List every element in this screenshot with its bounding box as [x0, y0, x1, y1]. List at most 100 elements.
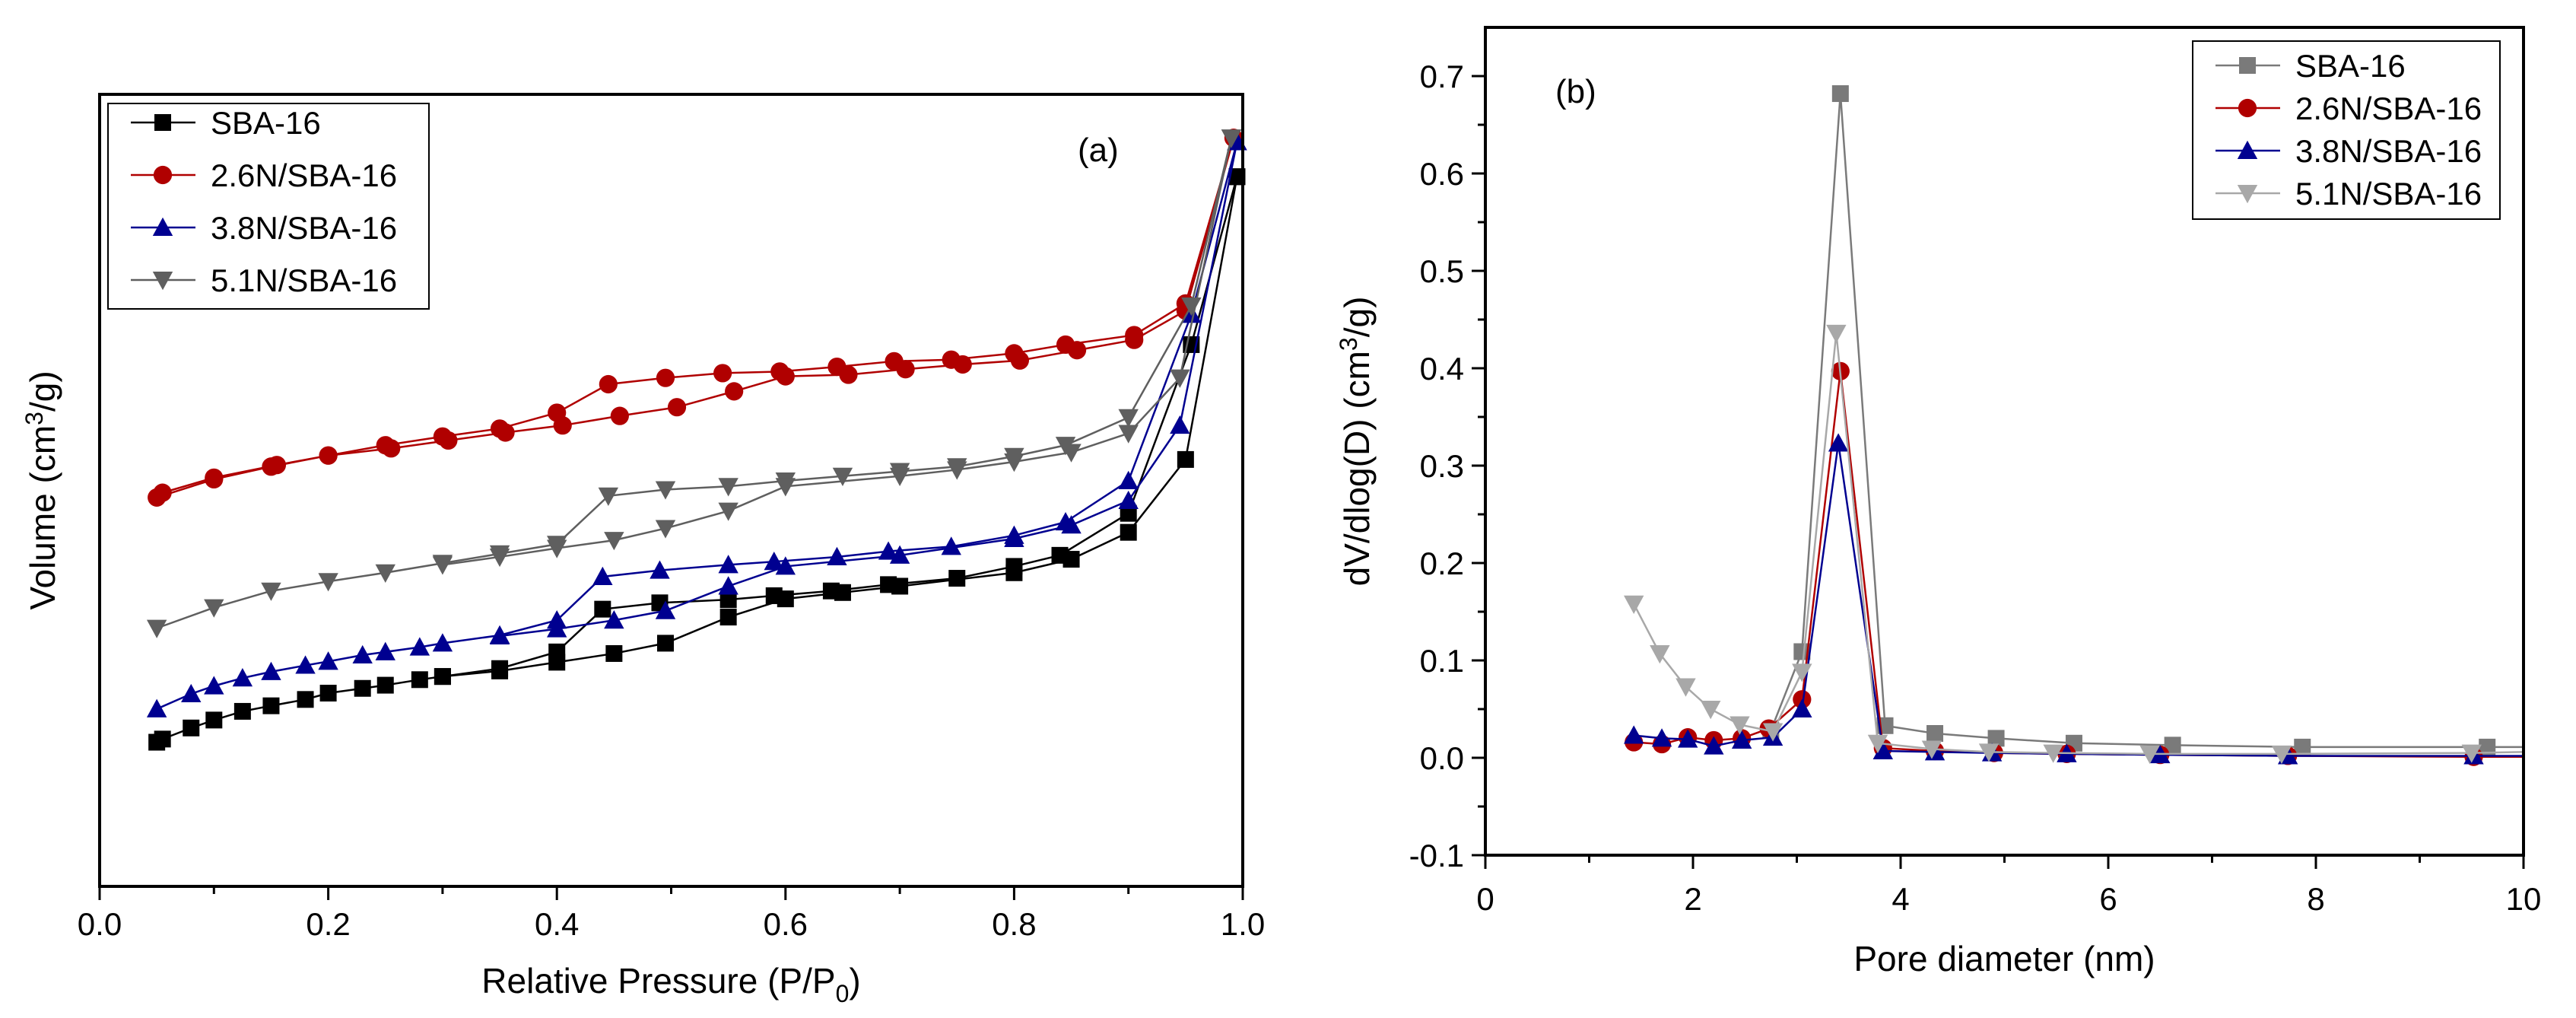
y-tick-label: 0.7 [1420, 59, 1464, 94]
x-tick-label: 2 [1684, 881, 1701, 917]
data-point [599, 374, 618, 394]
legend-marker [2237, 185, 2258, 204]
data-point [1921, 740, 1942, 759]
data-point [432, 556, 453, 575]
legend-marker [2238, 98, 2257, 118]
data-point [153, 483, 172, 502]
data-point [656, 635, 674, 652]
x-axis-title-end: ) [849, 961, 860, 1001]
legend-item: 5.1N/SBA-16 [2215, 176, 2482, 212]
x-tick-label: 4 [1892, 881, 1909, 917]
data-point [2164, 736, 2181, 754]
data-point [718, 478, 738, 497]
x-tick-label: 0 [1476, 881, 1494, 917]
data-point [183, 719, 200, 736]
y-tick-label: 0.3 [1420, 448, 1464, 484]
data-point [2271, 745, 2292, 765]
data-point [725, 382, 744, 401]
legend-label: SBA-16 [211, 105, 321, 141]
data-point [295, 655, 316, 674]
data-point [1118, 425, 1139, 444]
chart-a-panel-label: (a) [1078, 132, 1119, 169]
data-point [489, 548, 510, 568]
data-point [1826, 324, 1847, 344]
data-point [233, 702, 251, 720]
data-point [1677, 729, 1698, 748]
data-point [432, 633, 453, 652]
data-point [267, 456, 287, 475]
data-point [146, 698, 167, 717]
data-point [352, 644, 373, 664]
series-5-1n-sba-16 [1623, 324, 2524, 765]
data-point [1125, 330, 1144, 349]
data-point [1118, 409, 1139, 428]
data-point [2294, 738, 2311, 756]
series-line [1633, 332, 2524, 756]
data-point [1623, 725, 1644, 744]
data-point [764, 551, 784, 571]
data-point [1120, 504, 1137, 522]
data-point [1118, 470, 1139, 490]
legend-marker [152, 272, 173, 291]
series-line-desorption [499, 142, 1238, 638]
data-point [610, 406, 629, 425]
data-point [496, 423, 515, 442]
legend-item: SBA-16 [2215, 48, 2406, 84]
data-point [656, 368, 675, 387]
data-point [434, 668, 451, 686]
x-tick-label: 0.6 [764, 906, 808, 942]
x-axis-title: Relative Pressure (P/P0) [481, 961, 860, 1007]
data-point [154, 730, 171, 748]
data-point [439, 431, 458, 450]
y-tick-label: 0.5 [1420, 253, 1464, 289]
data-point [548, 654, 566, 671]
legend-marker [153, 165, 173, 185]
data-point [205, 468, 224, 487]
data-point [1651, 728, 1672, 747]
data-point [718, 576, 738, 595]
series-2-6n-sba-16 [148, 129, 1244, 507]
data-point [2043, 744, 2063, 763]
data-point [1828, 433, 1849, 452]
data-point [318, 573, 338, 592]
data-point [376, 676, 394, 694]
data-point [948, 570, 966, 587]
y-axis-title: Volume (cm3/g) [21, 371, 62, 609]
data-point [1704, 736, 1724, 755]
y-axis-title-text: Volume (cm [23, 425, 62, 610]
legend-item: 2.6N/SBA-16 [131, 157, 397, 193]
data-point [1228, 168, 1246, 186]
x-axis-title-text: Relative Pressure (P/P [481, 961, 835, 1001]
data-point [719, 591, 737, 609]
data-point [776, 367, 795, 386]
legend: SBA-16 2.6N/SBA-16 3.8N/SBA-16 5.1N/SBA-16 [107, 103, 430, 310]
y-axis-title-superscript: 3 [1335, 337, 1362, 351]
data-point [839, 365, 858, 384]
data-point [1005, 564, 1023, 581]
data-point [889, 545, 910, 564]
x-tick-label: 8 [2307, 881, 2324, 917]
data-point [204, 676, 224, 695]
legend-label: 5.1N/SBA-16 [211, 262, 397, 298]
data-point [1831, 85, 1849, 103]
legend-label: 5.1N/SBA-16 [2295, 176, 2482, 212]
data-point [2139, 745, 2160, 765]
data-point [1062, 551, 1080, 568]
legend-marker [154, 114, 171, 131]
data-point [2461, 744, 2482, 763]
y-axis-title-superscript: 3 [21, 412, 48, 425]
data-point [1061, 444, 1082, 463]
data-point [547, 539, 567, 558]
y-axis-title-text: dV/dlog(D) (cm [1337, 351, 1377, 586]
data-point [1118, 490, 1139, 510]
data-point [592, 566, 613, 585]
y-axis-title-end: /g) [23, 371, 62, 412]
data-point [650, 560, 670, 579]
data-point [1170, 415, 1190, 434]
y-tick-label: -0.1 [1409, 838, 1464, 873]
data-point [261, 661, 281, 680]
data-point [1010, 351, 1030, 370]
legend-label: 2.6N/SBA-16 [2295, 91, 2482, 126]
series-line [156, 137, 1233, 629]
data-point [1120, 523, 1137, 541]
